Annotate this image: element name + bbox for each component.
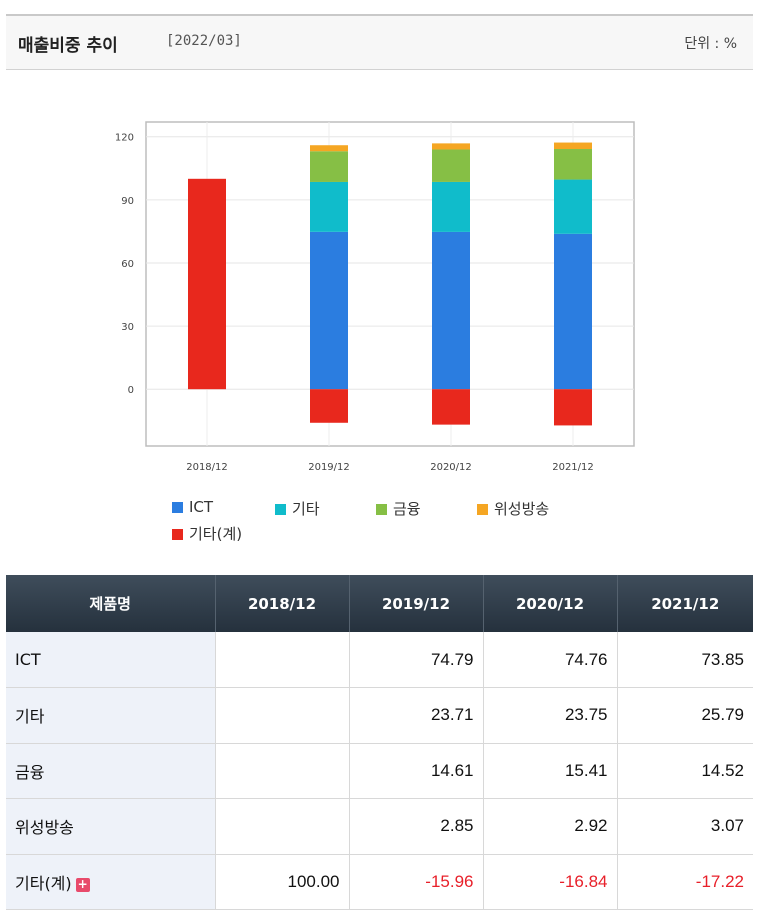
bar-segment xyxy=(188,178,226,390)
bar-segment xyxy=(432,181,470,232)
table-row: 기타 23.71 23.75 25.79 xyxy=(6,687,753,744)
product-name: 기타(계) + xyxy=(6,854,216,910)
period-label: [2022/03] xyxy=(166,33,242,49)
bar-segment xyxy=(554,142,592,150)
expand-plus-icon[interactable]: + xyxy=(75,876,90,892)
product-name: 기타 xyxy=(6,687,216,744)
table-cell: 23.71 xyxy=(349,687,484,744)
bar-segment xyxy=(432,231,470,390)
legend-item-other[interactable]: 기타 xyxy=(275,498,320,519)
column-header: 2020/12 xyxy=(483,575,618,632)
sales-share-table: 제품명 2018/12 2019/12 2020/12 2021/12 ICT … xyxy=(6,575,753,910)
table-cell: 74.76 xyxy=(483,632,618,688)
table-cell: 100.00 xyxy=(215,854,350,910)
table-row: ICT 74.79 74.76 73.85 xyxy=(6,632,753,688)
bar-segment xyxy=(310,389,348,423)
bar-segment xyxy=(310,231,348,390)
table-cell xyxy=(215,743,350,799)
table-cell: 3.07 xyxy=(617,798,753,855)
bar-segment xyxy=(554,179,592,234)
bar-segment xyxy=(432,143,470,150)
legend-label: ICT xyxy=(189,498,214,516)
y-tick-label: 0 xyxy=(128,385,134,396)
legend-swatch xyxy=(376,504,387,515)
y-tick-label: 90 xyxy=(121,196,134,207)
legend-item-other-total[interactable]: 기타(계) xyxy=(172,523,242,544)
table-cell xyxy=(215,632,350,688)
table-cell: 14.52 xyxy=(617,743,753,799)
x-tick-label: 2021/12 xyxy=(552,462,594,473)
x-tick-label: 2020/12 xyxy=(430,462,472,473)
section-title: 매출비중 추이 xyxy=(18,36,118,56)
sales-share-chart: 120 90 60 30 0 2018/12 2019/12 2020/12 2021/12 xyxy=(0,72,759,562)
bar-segment xyxy=(310,181,348,232)
x-tick-label: 2018/12 xyxy=(186,462,228,473)
product-name: 위성방송 xyxy=(6,798,216,855)
y-tick-label: 120 xyxy=(115,133,134,144)
x-tick-label: 2019/12 xyxy=(308,462,350,473)
legend-label: 금융 xyxy=(393,500,421,518)
bar-segment xyxy=(554,389,592,426)
product-name-label: 기타(계) xyxy=(15,873,72,893)
table-cell: 73.85 xyxy=(617,632,753,688)
bar-segment xyxy=(310,151,348,182)
legend-label: 기타 xyxy=(292,500,320,518)
y-tick-label: 60 xyxy=(121,259,134,270)
table-cell: 15.41 xyxy=(483,743,618,799)
table-cell: 25.79 xyxy=(617,687,753,744)
table-cell: 2.85 xyxy=(349,798,484,855)
table-cell: -16.84 xyxy=(483,854,618,910)
table-cell: -15.96 xyxy=(349,854,484,910)
table-cell: 74.79 xyxy=(349,632,484,688)
bar-segment xyxy=(554,149,592,180)
bar-segment xyxy=(310,145,348,152)
legend-swatch xyxy=(172,529,183,540)
table-cell: -17.22 xyxy=(617,854,753,910)
legend-item-satellite[interactable]: 위성방송 xyxy=(477,498,549,519)
bar-segment xyxy=(432,149,470,182)
bar-segment xyxy=(554,233,592,390)
column-header: 2021/12 xyxy=(617,575,753,632)
column-header: 제품명 xyxy=(6,575,216,632)
table-cell xyxy=(215,687,350,744)
legend-label: 기타(계) xyxy=(189,525,243,543)
legend-swatch xyxy=(172,502,183,513)
product-name: 금융 xyxy=(6,743,216,799)
unit-label: 단위 : % xyxy=(684,36,737,52)
table-cell: 23.75 xyxy=(483,687,618,744)
column-header: 2019/12 xyxy=(349,575,484,632)
table-row: 위성방송 2.85 2.92 3.07 xyxy=(6,798,753,855)
plot-frame xyxy=(145,121,635,447)
legend-label: 위성방송 xyxy=(494,500,550,518)
y-tick-label: 30 xyxy=(121,322,134,333)
bar-segment xyxy=(432,389,470,425)
table-cell: 2.92 xyxy=(483,798,618,855)
table-cell: 14.61 xyxy=(349,743,484,799)
legend-item-finance[interactable]: 금융 xyxy=(376,498,421,519)
legend-swatch xyxy=(477,504,488,515)
legend-item-ict[interactable]: ICT xyxy=(172,498,213,516)
legend-swatch xyxy=(275,504,286,515)
table-header-row: 제품명 2018/12 2019/12 2020/12 2021/12 xyxy=(6,575,753,632)
table-row: 금융 14.61 15.41 14.52 xyxy=(6,743,753,799)
chart-svg: 120 90 60 30 0 2018/12 2019/12 2020/12 2021/12 xyxy=(115,121,635,473)
product-name: ICT xyxy=(6,632,216,688)
table-row: 기타(계) + 100.00 -15.96 -16.84 -17.22 xyxy=(6,854,753,910)
table-cell xyxy=(215,798,350,855)
section-header: 매출비중 추이 [2022/03] 단위 : % xyxy=(6,14,753,70)
column-header: 2018/12 xyxy=(215,575,350,632)
